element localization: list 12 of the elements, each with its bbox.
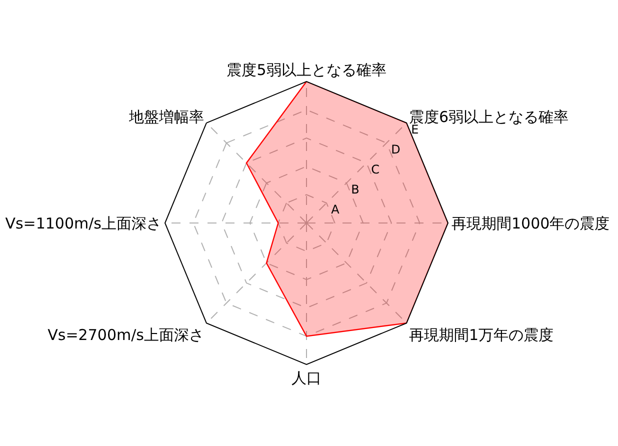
spoke-label: Vs=1100m/s上面深さ [5,214,162,232]
y-tick-label: E [411,122,419,137]
spoke-label: 震度5弱以上となる確率 [226,61,386,79]
spoke-label: 人口 [292,369,322,387]
y-tick-label: A [331,202,340,217]
spoke-label: Vs=2700m/s上面深さ [48,326,204,344]
spoke-label: 地盤増幅率 [128,108,204,126]
y-tick-label: B [351,182,360,197]
y-tick-label: D [391,142,400,157]
y-tick-label: C [371,162,380,177]
spoke-label: 再現期間1万年の震度 [409,326,554,344]
spoke-label: 再現期間1000年の震度 [452,214,610,232]
